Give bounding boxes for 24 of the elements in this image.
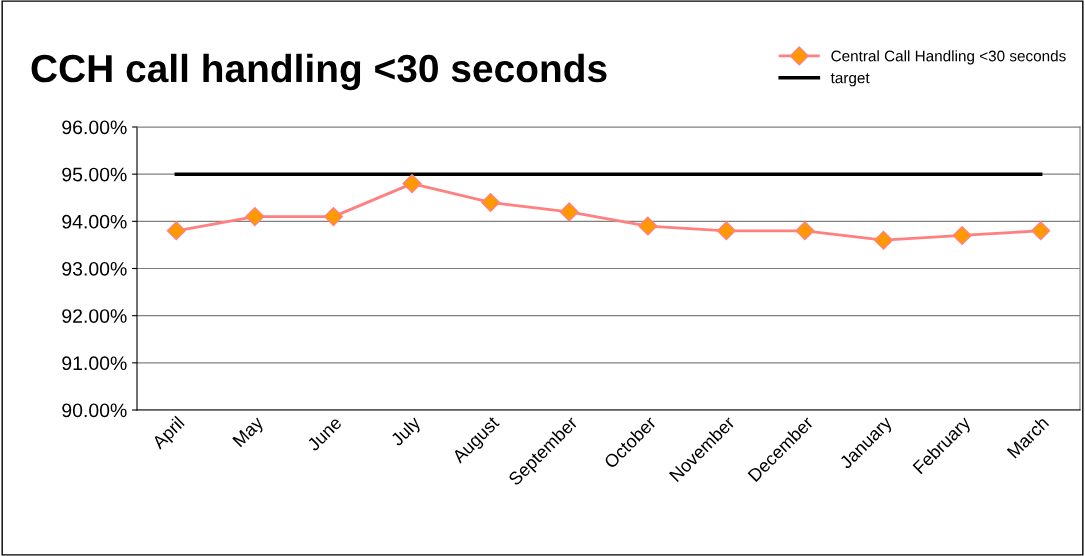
legend-label: Central Call Handling <30 seconds	[831, 50, 1066, 65]
point	[559, 202, 579, 222]
point	[638, 216, 658, 236]
y-tick-label: 92.00%	[62, 309, 127, 323]
legend-label: target	[830, 73, 870, 87]
point	[166, 221, 186, 241]
y-tick-label: 90.00%	[62, 403, 127, 418]
point	[323, 207, 343, 227]
point	[795, 221, 815, 241]
chart-title: CCH call handling <30 seconds	[31, 53, 607, 91]
x-tick-label: May	[232, 415, 267, 450]
y-tick-label: 91.00%	[62, 356, 127, 371]
point	[716, 221, 736, 241]
point	[1031, 221, 1051, 241]
y-tick-label: 96.00%	[62, 120, 127, 135]
point	[245, 207, 265, 227]
point	[874, 230, 894, 250]
y-tick-label: 94.00%	[62, 214, 127, 229]
point	[481, 192, 501, 213]
point	[952, 225, 972, 246]
y-tick-label: 93.00%	[62, 261, 127, 276]
point	[402, 174, 422, 194]
x-tick-label: July	[389, 414, 424, 450]
y-tick-label: 95.00%	[62, 167, 127, 182]
